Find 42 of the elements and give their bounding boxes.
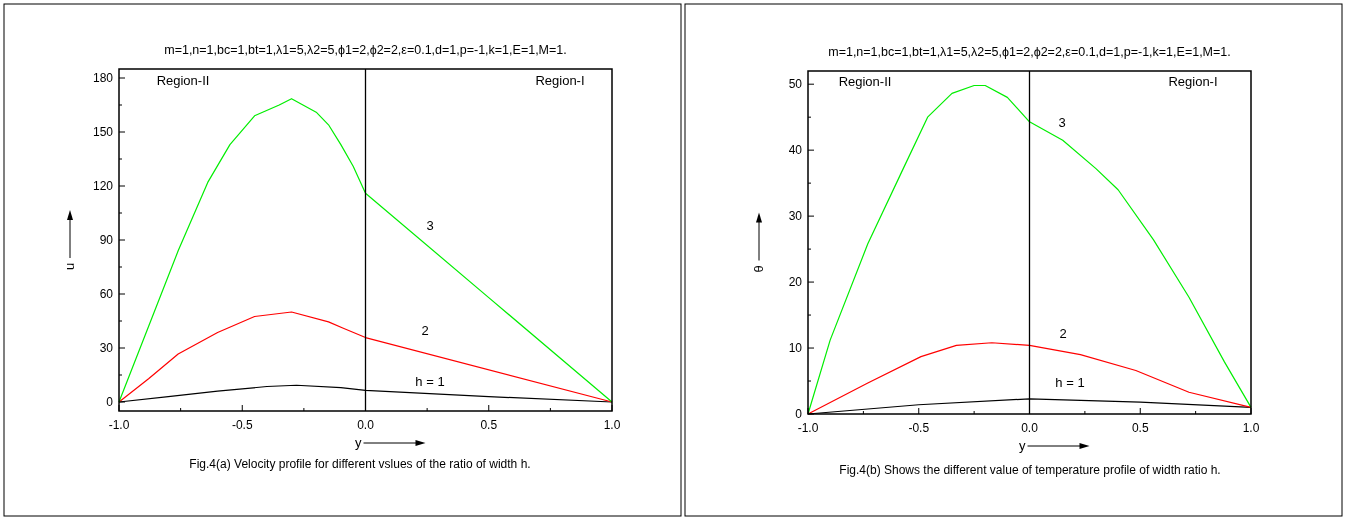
series-label: 3	[426, 218, 434, 233]
line-series	[807, 342, 1252, 415]
y-tick-label: 60	[99, 287, 114, 301]
x-axis-title: y	[355, 435, 362, 450]
x-tick-label: -0.5	[908, 421, 930, 435]
series-label: 2	[421, 323, 429, 338]
y-tick-label: 40	[788, 143, 803, 158]
x-tick-label: 0.5	[1131, 421, 1149, 435]
series-label: h = 1	[415, 374, 445, 389]
x-tick-label: -1.0	[108, 418, 130, 432]
x-tick-label: 1.0	[603, 418, 621, 432]
y-tick-label: 180	[92, 71, 114, 85]
series-label: h = 1	[1055, 375, 1085, 390]
series-label: 2	[1059, 326, 1067, 341]
x-axis-title: y	[1019, 438, 1026, 453]
y-tick-label: 0	[795, 407, 803, 421]
y-tick-label: 30	[99, 341, 114, 355]
y-tick-label: 20	[788, 275, 803, 290]
annotation: Region-I	[1168, 74, 1218, 89]
y-tick-label: 30	[788, 209, 803, 224]
y-tick-label: 10	[788, 341, 803, 356]
y-axis-title: θ	[751, 265, 766, 273]
chart-title: m=1,n=1,bc=1,bt=1,λ1=5,λ2=5,ϕ1=2,ϕ2=2,ε=0.1,d=1,p=-1,k=1,E=1,M=1.	[164, 43, 567, 57]
series-label: 3	[1058, 115, 1066, 130]
x-tick-label: 0.0	[357, 418, 375, 432]
x-tick-label: 0.0	[1021, 421, 1039, 435]
caption: Fig.4(a) Velocity profile for different vslues of the ratio of width h.	[189, 457, 531, 471]
annotation: Region-II	[838, 74, 892, 89]
y-tick-label: 90	[99, 233, 114, 247]
x-tick-label: 0.5	[480, 418, 498, 432]
x-tick-label: 1.0	[1242, 421, 1260, 435]
x-tick-label: -0.5	[231, 418, 253, 432]
x-tick-label: -1.0	[797, 421, 819, 435]
y-tick-label: 50	[788, 77, 803, 92]
y-tick-label: 0	[106, 395, 114, 409]
y-tick-label: 150	[92, 125, 114, 139]
annotation: Region-I	[535, 73, 585, 88]
y-axis-title: u	[62, 262, 77, 270]
annotation: Region-II	[156, 73, 210, 88]
chart-title: m=1,n=1,bc=1,bt=1,λ1=5,λ2=5,ϕ1=2,ϕ2=2,ε=0.1,d=1,p=-1,k=1,E=1,M=1.	[828, 45, 1231, 59]
y-tick-label: 120	[92, 179, 114, 193]
caption: Fig.4(b) Shows the different value of temperature profile of width ratio h.	[839, 463, 1221, 477]
